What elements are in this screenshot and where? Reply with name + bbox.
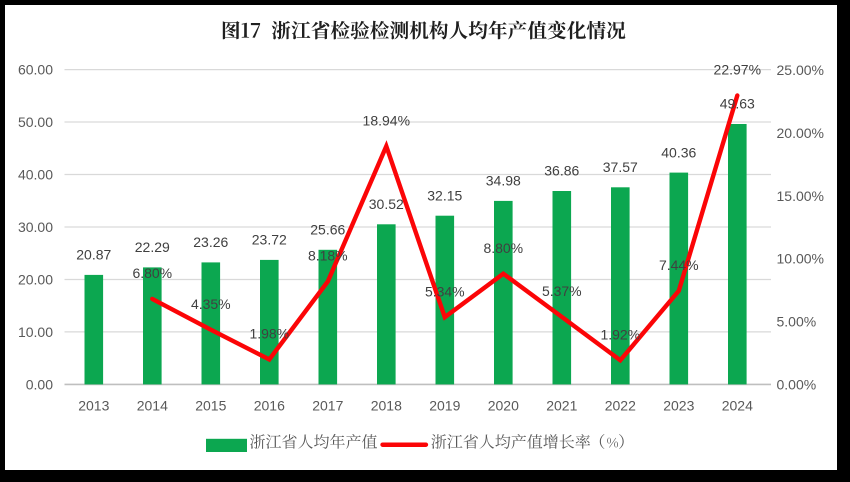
svg-text:40.00: 40.00 bbox=[18, 167, 53, 183]
svg-text:5.34%: 5.34% bbox=[425, 283, 465, 299]
svg-text:8.80%: 8.80% bbox=[483, 240, 523, 256]
svg-text:15.00%: 15.00% bbox=[777, 188, 824, 204]
svg-text:7.44%: 7.44% bbox=[659, 257, 699, 273]
svg-text:0.00: 0.00 bbox=[26, 376, 53, 392]
svg-text:2013: 2013 bbox=[78, 397, 109, 413]
svg-text:23.72: 23.72 bbox=[252, 232, 287, 248]
svg-text:0.00%: 0.00% bbox=[777, 376, 817, 392]
svg-text:37.57: 37.57 bbox=[603, 159, 638, 175]
svg-text:2022: 2022 bbox=[605, 397, 636, 413]
svg-text:49.63: 49.63 bbox=[720, 96, 755, 112]
svg-text:30.00: 30.00 bbox=[18, 219, 53, 235]
svg-text:2024: 2024 bbox=[722, 397, 753, 413]
svg-text:8.18%: 8.18% bbox=[308, 248, 348, 264]
svg-text:32.15: 32.15 bbox=[427, 187, 462, 203]
svg-text:25.66: 25.66 bbox=[310, 222, 345, 238]
svg-text:6.80%: 6.80% bbox=[132, 265, 172, 281]
svg-text:2020: 2020 bbox=[488, 397, 519, 413]
svg-text:2016: 2016 bbox=[254, 397, 285, 413]
svg-text:1.92%: 1.92% bbox=[600, 326, 640, 342]
svg-text:36.86: 36.86 bbox=[544, 163, 579, 179]
svg-text:50.00: 50.00 bbox=[18, 114, 53, 130]
svg-text:2017: 2017 bbox=[312, 397, 343, 413]
svg-text:2023: 2023 bbox=[663, 397, 694, 413]
svg-text:25.00%: 25.00% bbox=[777, 62, 824, 78]
svg-text:2014: 2014 bbox=[137, 397, 168, 413]
svg-text:2018: 2018 bbox=[371, 397, 402, 413]
svg-text:30.52: 30.52 bbox=[369, 196, 404, 212]
svg-text:22.29: 22.29 bbox=[135, 239, 170, 255]
svg-text:2019: 2019 bbox=[429, 397, 460, 413]
svg-text:18.94%: 18.94% bbox=[363, 112, 410, 128]
svg-text:10.00: 10.00 bbox=[18, 324, 53, 340]
svg-text:20.00: 20.00 bbox=[18, 272, 53, 288]
svg-text:40.36: 40.36 bbox=[661, 144, 696, 160]
svg-text:2015: 2015 bbox=[195, 397, 226, 413]
svg-text:20.00%: 20.00% bbox=[777, 125, 824, 141]
svg-text:23.26: 23.26 bbox=[193, 234, 228, 250]
svg-text:2021: 2021 bbox=[546, 397, 577, 413]
svg-text:5.00%: 5.00% bbox=[777, 314, 817, 330]
svg-text:34.98: 34.98 bbox=[486, 173, 521, 189]
svg-text:60.00: 60.00 bbox=[18, 62, 53, 78]
svg-text:20.87: 20.87 bbox=[76, 247, 111, 263]
svg-text:1.98%: 1.98% bbox=[249, 326, 289, 342]
svg-text:5.37%: 5.37% bbox=[542, 283, 582, 299]
svg-text:22.97%: 22.97% bbox=[714, 62, 761, 78]
svg-text:10.00%: 10.00% bbox=[777, 251, 824, 267]
svg-text:4.35%: 4.35% bbox=[191, 296, 231, 312]
